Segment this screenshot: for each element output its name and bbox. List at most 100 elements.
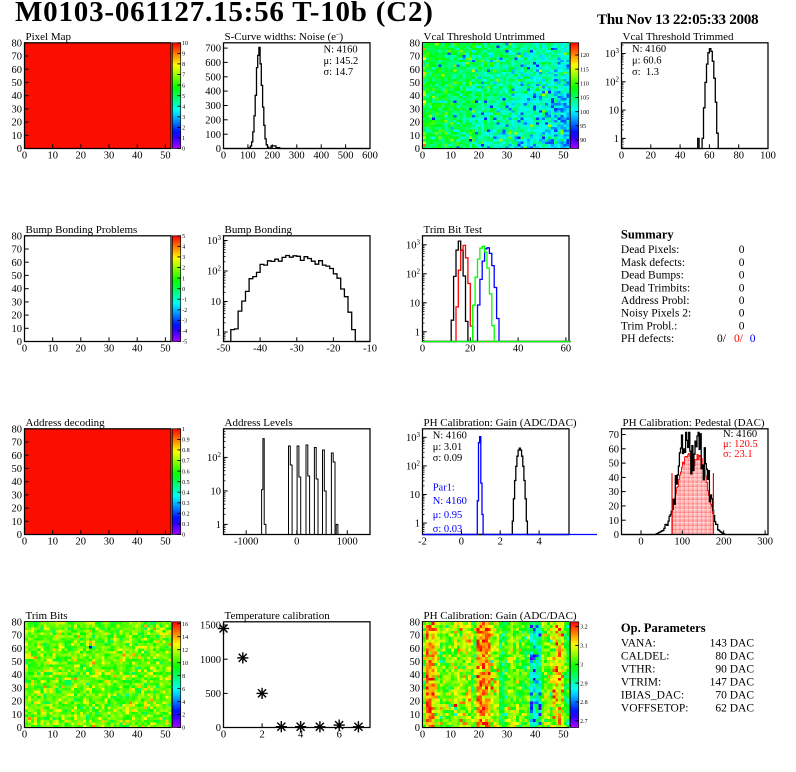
svg-text:σ: 0.03: σ: 0.03 <box>433 524 463 535</box>
svg-text:50: 50 <box>12 78 23 89</box>
svg-text:Address Probl:: Address Probl: <box>621 295 690 307</box>
svg-text:0: 0 <box>221 151 226 162</box>
svg-text:0: 0 <box>739 270 745 282</box>
svg-text:80: 80 <box>12 424 23 435</box>
svg-text:10: 10 <box>12 517 23 528</box>
svg-text:50: 50 <box>12 464 23 475</box>
svg-text:60: 60 <box>12 644 23 655</box>
svg-text:1: 1 <box>182 276 185 282</box>
svg-text:50: 50 <box>558 151 569 162</box>
svg-text:10: 10 <box>47 730 58 741</box>
svg-text:80: 80 <box>12 617 23 628</box>
svg-text:9: 9 <box>182 52 185 58</box>
svg-text:102: 102 <box>207 265 222 278</box>
svg-text:50: 50 <box>160 537 171 548</box>
svg-text:Trim Bit Test: Trim Bit Test <box>424 224 483 236</box>
svg-text:-20: -20 <box>326 344 340 355</box>
svg-text:10: 10 <box>12 324 23 335</box>
svg-text:1000: 1000 <box>200 655 221 666</box>
svg-text:10: 10 <box>410 710 421 721</box>
svg-text:50: 50 <box>609 459 620 470</box>
svg-text:1500: 1500 <box>200 621 221 632</box>
svg-text:40: 40 <box>12 91 23 102</box>
svg-text:-30: -30 <box>290 344 304 355</box>
svg-text:Noisy Pixels 2:: Noisy Pixels 2: <box>621 308 691 320</box>
svg-text:60: 60 <box>12 258 23 269</box>
svg-text:0.8: 0.8 <box>182 448 190 454</box>
svg-text:0.4: 0.4 <box>182 490 190 496</box>
svg-text:20: 20 <box>410 118 421 129</box>
svg-text:70: 70 <box>410 52 421 63</box>
svg-text:Par1:: Par1: <box>433 482 455 493</box>
svg-text:30: 30 <box>12 105 23 116</box>
svg-text:0: 0 <box>17 144 22 155</box>
svg-text:-2: -2 <box>418 537 427 548</box>
svg-text:Dead Pixels:: Dead Pixels: <box>621 244 679 256</box>
svg-text:6: 6 <box>182 687 185 693</box>
svg-text:0: 0 <box>216 723 221 734</box>
svg-text:σ: 23.1: σ: 23.1 <box>723 449 753 460</box>
svg-text:8: 8 <box>182 674 185 680</box>
svg-text:20: 20 <box>12 118 23 129</box>
svg-text:3: 3 <box>182 115 185 121</box>
svg-text:Trim Bits: Trim Bits <box>26 610 68 622</box>
svg-text:2: 2 <box>259 730 264 741</box>
svg-text:400: 400 <box>205 87 221 98</box>
svg-text:0.7: 0.7 <box>182 459 190 465</box>
svg-text:80: 80 <box>410 38 421 49</box>
svg-text:120: 120 <box>580 53 589 59</box>
svg-text:6: 6 <box>337 730 342 741</box>
svg-text:0: 0 <box>739 320 745 332</box>
svg-text:40: 40 <box>410 670 421 681</box>
svg-text:500: 500 <box>338 151 354 162</box>
svg-text:80: 80 <box>12 38 23 49</box>
svg-text:N: 4160: N: 4160 <box>723 429 757 440</box>
svg-text:PH Calibration: Gain (ADC/DAC): PH Calibration: Gain (ADC/DAC) <box>424 417 577 429</box>
svg-text:0: 0 <box>22 730 27 741</box>
svg-text:40: 40 <box>132 151 143 162</box>
svg-text:0: 0 <box>459 537 464 548</box>
svg-text:50: 50 <box>160 344 171 355</box>
svg-text:0: 0 <box>17 337 22 348</box>
svg-text:10: 10 <box>182 661 188 667</box>
svg-text:-5: -5 <box>182 340 187 346</box>
svg-text:2.8: 2.8 <box>580 700 588 706</box>
svg-text:0.3: 0.3 <box>182 501 190 507</box>
svg-text:20: 20 <box>646 151 657 162</box>
svg-text:Address Levels: Address Levels <box>225 417 293 429</box>
svg-text:50: 50 <box>12 657 23 668</box>
svg-text:30: 30 <box>104 537 115 548</box>
svg-text:2: 2 <box>182 126 185 132</box>
svg-text:0: 0 <box>614 530 619 541</box>
svg-text:4: 4 <box>182 245 185 251</box>
svg-text:110: 110 <box>580 82 589 88</box>
svg-text:0/: 0/ <box>717 333 727 345</box>
svg-text:5: 5 <box>182 94 185 100</box>
svg-text:40: 40 <box>12 670 23 681</box>
svg-text:20: 20 <box>465 344 476 355</box>
svg-text:10: 10 <box>211 487 222 498</box>
svg-text:70: 70 <box>12 631 23 642</box>
svg-text:σ: 0.09: σ: 0.09 <box>433 453 463 464</box>
svg-text:50: 50 <box>160 151 171 162</box>
svg-text:20: 20 <box>609 502 620 513</box>
svg-text:0.5: 0.5 <box>182 480 190 486</box>
svg-text:3: 3 <box>580 663 583 669</box>
svg-text:40: 40 <box>609 473 620 484</box>
svg-text:-10: -10 <box>363 344 377 355</box>
svg-text:3.1: 3.1 <box>580 644 588 650</box>
svg-text:0: 0 <box>420 730 425 741</box>
svg-text:102: 102 <box>207 451 222 464</box>
svg-text:60: 60 <box>410 65 421 76</box>
svg-text:0: 0 <box>750 333 756 345</box>
svg-text:0: 0 <box>221 730 226 741</box>
svg-text:Temperature calibration: Temperature calibration <box>225 610 331 622</box>
svg-text:60: 60 <box>12 451 23 462</box>
svg-text:103: 103 <box>605 47 620 60</box>
svg-text:20: 20 <box>76 537 87 548</box>
svg-text:0: 0 <box>216 144 221 155</box>
svg-text:40: 40 <box>410 91 421 102</box>
svg-text:-50: -50 <box>217 344 231 355</box>
svg-text:μ: 145.2: μ: 145.2 <box>324 56 359 67</box>
svg-text:60: 60 <box>704 151 715 162</box>
